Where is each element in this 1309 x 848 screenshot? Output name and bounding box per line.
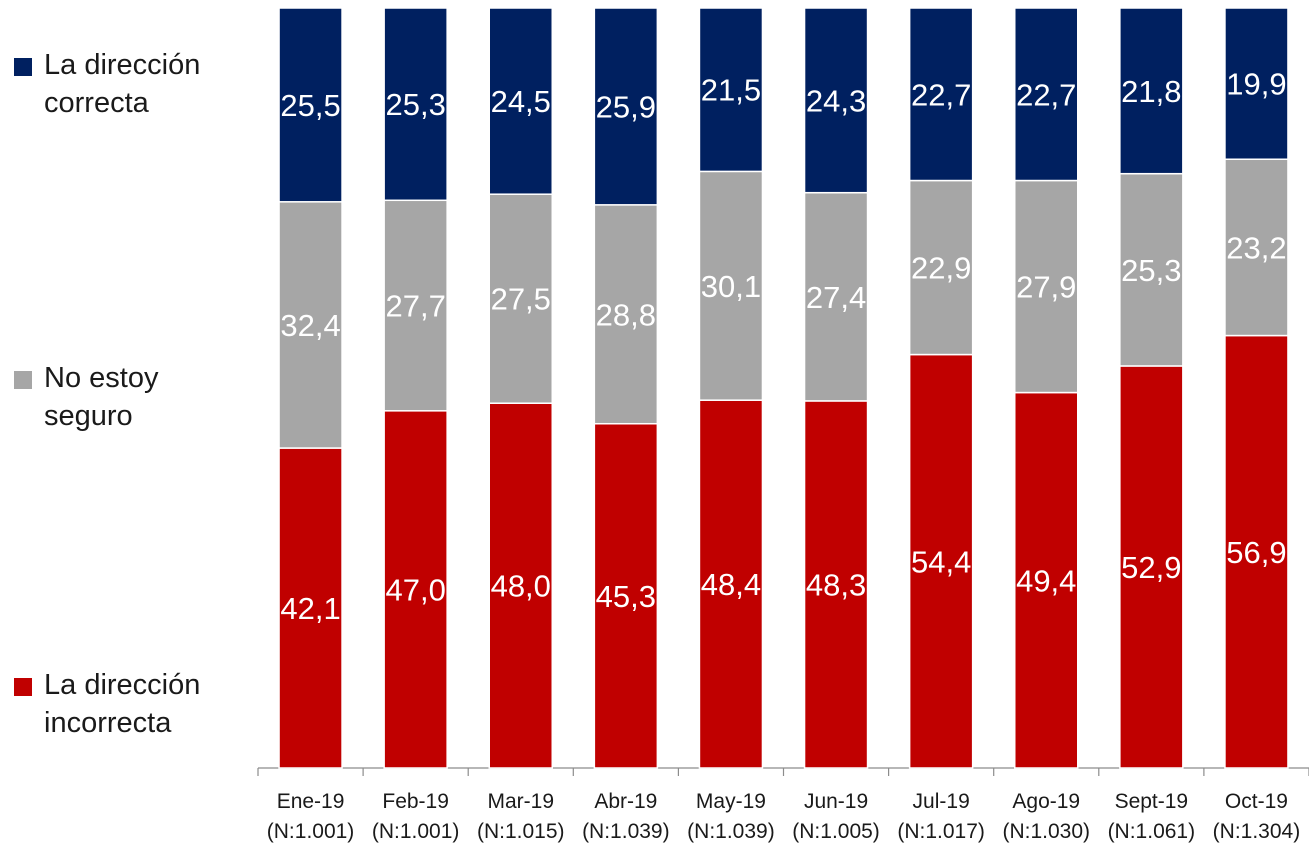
- data-label: 22,9: [911, 251, 971, 286]
- x-tick-sample-size: (N:1.005): [792, 820, 880, 843]
- data-label: 42,1: [280, 591, 340, 626]
- x-tick-label: Sept-19: [1115, 790, 1189, 813]
- bar-segment: [1014, 7, 1079, 182]
- x-tick-label: Ene-19: [277, 790, 345, 813]
- data-label: 27,7: [385, 289, 445, 324]
- bar-segment: [488, 7, 553, 195]
- x-tick-label: Mar-19: [487, 790, 554, 813]
- data-label: 22,7: [911, 77, 971, 112]
- legend-swatch-correcta-icon: [14, 58, 32, 76]
- data-label: 27,5: [491, 282, 551, 317]
- data-label: 45,3: [596, 579, 656, 614]
- bar-segment: [383, 7, 448, 202]
- legend-swatch-no-seguro-icon: [14, 371, 32, 389]
- bar-segment: [593, 7, 659, 206]
- data-label: 25,3: [385, 87, 445, 122]
- legend-label-incorrecta: La dirección incorrecta: [44, 669, 201, 739]
- x-tick-sample-size: (N:1.001): [372, 820, 460, 843]
- bar-segment: [803, 191, 869, 402]
- bar-segment: [698, 170, 764, 401]
- data-label: 21,5: [701, 73, 761, 108]
- x-tick-label: May-19: [696, 790, 766, 813]
- data-label: 30,1: [701, 269, 761, 304]
- bar-segment: [908, 7, 974, 182]
- x-tick-label: Feb-19: [382, 790, 449, 813]
- x-tick-label: Oct-19: [1225, 790, 1288, 813]
- bar-segment: [278, 201, 343, 449]
- bar-segment: [1014, 179, 1079, 394]
- x-tick-sample-size: (N:1.015): [477, 820, 565, 843]
- x-tick-sample-size: (N:1.017): [897, 820, 985, 843]
- bar-segment: [1119, 7, 1184, 175]
- data-label: 54,4: [911, 544, 971, 579]
- data-label: 48,0: [491, 569, 551, 604]
- bar-segment: [908, 353, 974, 769]
- data-label: 27,9: [1016, 270, 1076, 305]
- legend-label-correcta: La dirección correcta: [44, 49, 201, 119]
- data-label: 23,2: [1226, 230, 1286, 265]
- data-label: 48,3: [806, 567, 866, 602]
- data-label: 25,5: [280, 88, 340, 123]
- data-label: 56,9: [1226, 535, 1286, 570]
- x-tick-sample-size: (N:1.304): [1213, 820, 1301, 843]
- x-tick-sample-size: (N:1.039): [687, 820, 775, 843]
- x-tick-sample-size: (N:1.039): [582, 820, 670, 843]
- data-label: 28,8: [596, 297, 656, 332]
- x-tick-label: Abr-19: [594, 790, 657, 813]
- x-tick-sample-size: (N:1.030): [1002, 820, 1090, 843]
- data-label: 21,8: [1121, 74, 1181, 109]
- data-label: 24,5: [491, 84, 551, 119]
- bar-segment: [593, 204, 659, 425]
- bar-segment: [1224, 158, 1289, 337]
- data-label: 48,4: [701, 567, 761, 602]
- data-label: 25,9: [596, 89, 656, 124]
- bar-segment: [383, 410, 448, 769]
- data-label: 22,7: [1016, 77, 1076, 112]
- bar-segment: [1224, 334, 1289, 769]
- data-label: 49,4: [1016, 563, 1076, 598]
- x-tick-sample-size: (N:1.061): [1108, 820, 1196, 843]
- bar-segment: [278, 7, 343, 203]
- data-label: 19,9: [1226, 67, 1286, 102]
- bar-segment: [698, 7, 764, 173]
- bar-segment: [488, 402, 553, 769]
- bar-segment: [1119, 365, 1184, 769]
- bar-segment: [383, 199, 448, 412]
- bar-segment: [803, 7, 869, 194]
- x-tick-label: Jun-19: [804, 790, 868, 813]
- bar-segment: [908, 179, 974, 356]
- x-tick-sample-size: (N:1.001): [267, 820, 355, 843]
- bar-segment: [698, 399, 764, 769]
- bar-segment: [1224, 7, 1289, 160]
- bar-segment: [1014, 391, 1079, 769]
- data-label: 52,9: [1121, 550, 1181, 585]
- x-tick-label: Ago-19: [1012, 790, 1080, 813]
- data-label: 47,0: [385, 572, 445, 607]
- data-label: 32,4: [280, 308, 340, 343]
- legend-label-no-seguro: No estoy seguro: [44, 362, 159, 432]
- legend-swatch-incorrecta-icon: [14, 678, 32, 696]
- data-label: 24,3: [806, 83, 866, 118]
- x-tick-label: Jul-19: [913, 790, 970, 813]
- data-label: 25,3: [1121, 253, 1181, 288]
- data-label: 27,4: [806, 280, 866, 315]
